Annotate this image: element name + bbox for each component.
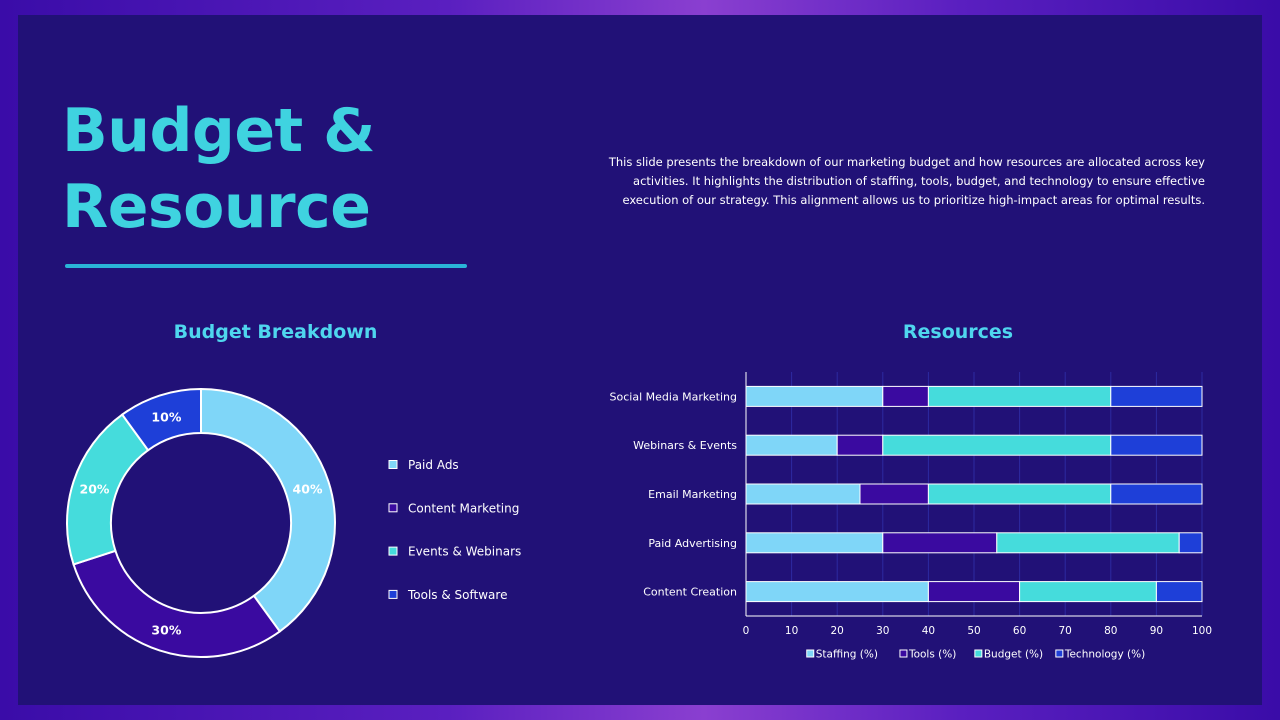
legend-swatch-content-marketing	[388, 503, 398, 513]
category-label-paid-advertising: Paid Advertising	[648, 537, 737, 550]
legend-swatch-paid-ads	[388, 460, 398, 469]
bar-webinars-events-staffing	[745, 434, 838, 456]
bar-email-marketing-budget	[927, 483, 1112, 505]
bar-legend-swatch-budget	[974, 649, 983, 658]
donut-label-paid-ads: 40%	[293, 481, 323, 496]
bar-webinars-events-tools	[836, 434, 884, 456]
bar-content-creation-technology	[1155, 581, 1203, 603]
bar-social-media-marketing-technology	[1110, 385, 1203, 407]
bar-paid-advertising-budget	[996, 532, 1180, 554]
category-label-content-creation: Content Creation	[643, 586, 737, 599]
bar-legend-label-staffing: Staffing (%)	[816, 649, 878, 661]
category-label-email-marketing: Email Marketing	[648, 488, 737, 501]
bar-chart-title: Resources	[902, 321, 1014, 343]
slide: Budget & Resource This slide presents the…	[18, 15, 1262, 705]
category-label-social-media-marketing: Social Media Marketing	[610, 390, 737, 403]
bar-legend-label-tools: Tools (%)	[908, 649, 956, 661]
legend-label-paid-ads: Paid Ads	[408, 458, 459, 472]
bar-legend-swatch-tools	[899, 649, 908, 658]
x-tick-label-90: 90	[1150, 625, 1163, 637]
x-tick-label-50: 50	[967, 625, 980, 637]
slide-title: Budget & Resource	[62, 93, 375, 245]
category-label-webinars-events: Webinars & Events	[633, 439, 737, 452]
x-tick-label-80: 80	[1104, 625, 1117, 637]
donut-label-content-marketing: 30%	[151, 623, 181, 638]
bar-content-creation-tools	[927, 581, 1021, 603]
donut-slice-content-marketing	[72, 549, 282, 658]
bar-paid-advertising-staffing	[745, 532, 884, 554]
bar-social-media-marketing-staffing	[745, 385, 884, 407]
donut-label-tools-software: 10%	[151, 409, 181, 424]
bar-webinars-events-technology	[1110, 434, 1203, 456]
bar-social-media-marketing-tools	[882, 385, 929, 407]
bar-legend-label-budget: Budget (%)	[984, 649, 1043, 661]
x-tick-label-100: 100	[1192, 625, 1212, 637]
legend-label-events-webinars: Events & Webinars	[408, 545, 521, 559]
bar-paid-advertising-technology	[1178, 532, 1203, 554]
slide-description: This slide presents the breakdown of our…	[608, 155, 1205, 207]
bar-legend-swatch-staffing	[806, 649, 815, 658]
x-tick-label-0: 0	[743, 625, 750, 637]
bar-content-creation-budget	[1019, 581, 1157, 603]
bar-paid-advertising-tools	[882, 532, 998, 554]
donut-slice-tools-software	[120, 387, 202, 452]
legend-label-content-marketing: Content Marketing	[408, 501, 519, 515]
legend-swatch-tools-software	[388, 589, 398, 599]
bar-webinars-events-budget	[882, 434, 1112, 456]
donut-slice-paid-ads	[200, 387, 336, 633]
donut-chart-title: Budget Breakdown	[173, 321, 378, 343]
legend-swatch-events-webinars	[388, 546, 398, 556]
x-tick-label-30: 30	[876, 625, 889, 637]
bar-legend-label-technology: Technology (%)	[1064, 649, 1145, 661]
bar-content-creation-staffing	[745, 581, 929, 603]
x-tick-label-70: 70	[1059, 625, 1072, 637]
title-underline	[65, 264, 467, 268]
bar-legend-swatch-technology	[1055, 649, 1064, 658]
x-tick-label-60: 60	[1013, 625, 1026, 637]
bar-email-marketing-staffing	[745, 483, 861, 505]
bar-email-marketing-tools	[859, 483, 929, 505]
x-tick-label-10: 10	[785, 625, 798, 637]
legend-label-tools-software: Tools & Software	[407, 588, 507, 602]
bar-email-marketing-technology	[1110, 483, 1203, 505]
title-line-1: Budget &	[62, 96, 375, 166]
x-tick-label-40: 40	[922, 625, 935, 637]
donut-label-events-webinars: 20%	[80, 481, 110, 496]
x-tick-label-20: 20	[831, 625, 844, 637]
title-line-2: Resource	[62, 172, 371, 242]
bar-social-media-marketing-budget	[927, 385, 1112, 407]
